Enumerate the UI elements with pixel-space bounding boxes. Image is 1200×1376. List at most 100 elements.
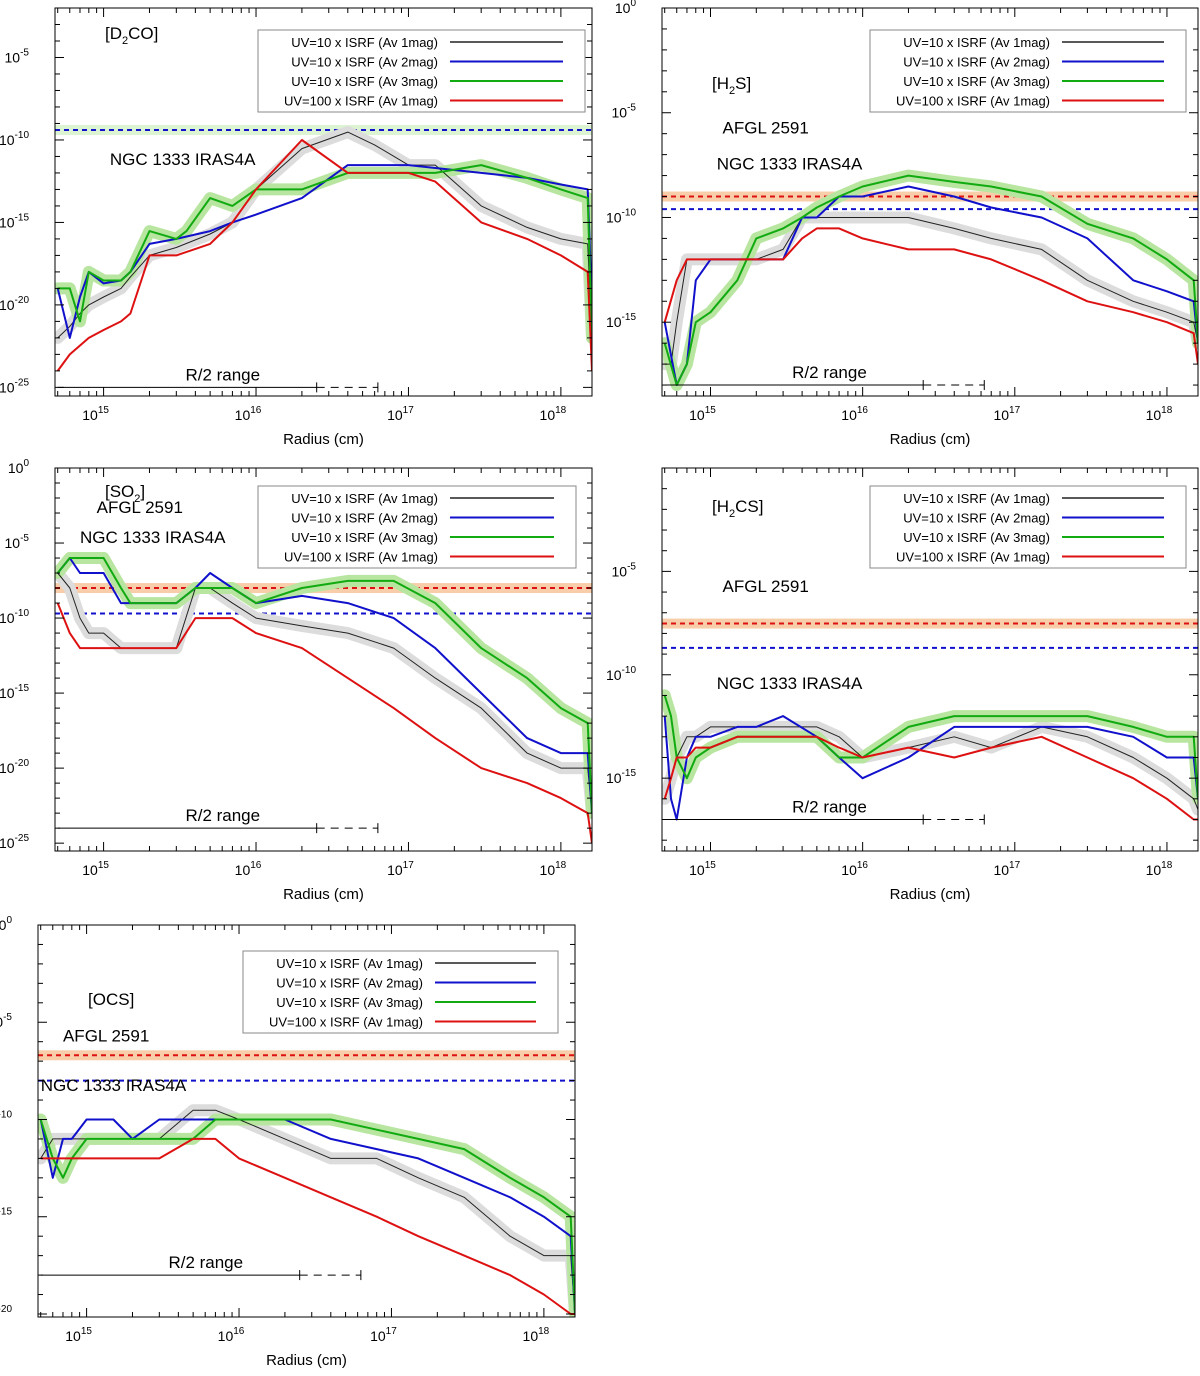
legend-label: UV=10 x ISRF (Av 2mag): [291, 511, 438, 526]
legend-label: UV=10 x ISRF (Av 1mag): [903, 35, 1050, 50]
y-tick-label: 10-5: [5, 47, 30, 65]
series-line: [56, 557, 592, 814]
y-tick-label: 100: [0, 915, 12, 933]
panel-h2cs: 1015 1016 1017 1018 10-5 10-10 10-15 Radius (cm…: [606, 467, 1199, 903]
y-tick-label: 100: [615, 0, 637, 16]
y-tick-label: 10-10: [606, 207, 636, 225]
y-tick-label: 10-5: [612, 561, 637, 579]
series-line: [56, 164, 592, 339]
x-axis-label: Radius (cm): [266, 1352, 347, 1369]
r2-range-label: R/2 range: [185, 365, 260, 384]
x-tick-label: 1017: [993, 860, 1020, 878]
x-tick-label: 1017: [387, 860, 414, 878]
species-title: [SO2]: [105, 482, 145, 505]
legend-label: UV=10 x ISRF (Av 2mag): [276, 976, 423, 991]
legend-label: UV=10 x ISRF (Av 1mag): [903, 491, 1050, 506]
series-line: [56, 557, 592, 814]
r2-range-label: R/2 range: [185, 806, 260, 825]
x-tick-label: 1018: [1146, 860, 1173, 878]
y-tick-label: 10-20: [0, 1304, 12, 1322]
legend-label: UV=10 x ISRF (Av 1mag): [291, 491, 438, 506]
series-line: [40, 1137, 575, 1315]
y-tick-label: 10-15: [0, 683, 29, 701]
y-tick-label: 10-25: [0, 833, 29, 851]
observation-band: [662, 618, 1198, 629]
x-tick-label: 1015: [82, 405, 109, 423]
series-line: [663, 695, 1198, 799]
y-tick-label: 10-20: [0, 295, 29, 313]
x-axis-label: Radius (cm): [890, 886, 971, 903]
observation-label: NGC 1333 IRAS4A: [110, 150, 256, 169]
x-tick-label: 1017: [370, 1326, 397, 1344]
observation-label: AFGL 2591: [97, 498, 183, 517]
r2-range-label: R/2 range: [792, 798, 867, 817]
legend-label: UV=10 x ISRF (Av 1mag): [291, 35, 438, 50]
series-line: [663, 174, 1198, 386]
legend-label: UV=10 x ISRF (Av 3mag): [291, 530, 438, 545]
x-tick-label: 1017: [993, 405, 1020, 423]
series-line: [57, 572, 592, 814]
x-tick-label: 1016: [841, 405, 868, 423]
series-band: [55, 159, 592, 344]
panel-so2: 1015 1016 1017 1018 100 10-5 10-10 10-15 10-20 10…: [0, 458, 593, 903]
legend-label: UV=10 x ISRF (Av 3mag): [291, 74, 438, 89]
legend-label: UV=100 x ISRF (Av 1mag): [269, 1015, 423, 1030]
y-tick-label: 10-5: [0, 1012, 12, 1030]
legend: UV=10 x ISRF (Av 1mag) UV=10 x ISRF (Av 2…: [257, 29, 586, 113]
series-line: [663, 185, 1198, 386]
y-tick-label: 10-10: [0, 608, 29, 626]
observation-label: NGC 1333 IRAS4A: [41, 1076, 187, 1095]
x-tick-label: 1016: [841, 860, 868, 878]
series-line: [663, 227, 1198, 365]
plot-area: [38, 1050, 575, 1317]
plot-area: [55, 125, 592, 372]
observation-label: AFGL 2591: [723, 119, 809, 138]
x-tick-label: 1018: [523, 1326, 550, 1344]
series-line: [57, 164, 592, 338]
observation-label: NGC 1333 IRAS4A: [80, 528, 226, 547]
axes-frame: [54, 467, 593, 852]
y-tick-label: 10-15: [606, 768, 636, 786]
x-axis-label: Radius (cm): [283, 886, 364, 903]
x-axis-label: Radius (cm): [890, 431, 971, 448]
legend-label: UV=10 x ISRF (Av 1mag): [276, 956, 423, 971]
r2-range-label: R/2 range: [792, 363, 867, 382]
legend-box: [242, 950, 559, 1034]
series-line: [664, 726, 1198, 810]
x-tick-label: 1016: [218, 1326, 245, 1344]
x-tick-label: 1017: [387, 405, 414, 423]
species-title: [D2CO]: [105, 24, 158, 47]
legend-label: UV=10 x ISRF (Av 3mag): [903, 74, 1050, 89]
species-title: [OCS]: [88, 990, 134, 1009]
x-tick-label: 1015: [82, 860, 109, 878]
y-tick-label: 10-5: [5, 533, 30, 551]
series-line: [39, 1118, 575, 1315]
series-line: [663, 735, 1198, 821]
plot-area: [55, 552, 592, 844]
series-band: [662, 169, 1198, 391]
panel-h2s: 1015 1016 1017 1018 100 10-5 10-10 10-15 Radius …: [606, 0, 1199, 448]
x-tick-label: 1018: [540, 405, 567, 423]
x-tick-label: 1016: [235, 860, 262, 878]
legend: UV=10 x ISRF (Av 1mag) UV=10 x ISRF (Av 2…: [869, 29, 1187, 113]
axes-frame: [37, 924, 576, 1318]
x-tick-label: 1016: [235, 405, 262, 423]
legend-box: [869, 29, 1187, 113]
x-tick-label: 1015: [689, 860, 716, 878]
legend-label: UV=100 x ISRF (Av 1mag): [896, 550, 1050, 565]
legend: UV=10 x ISRF (Av 1mag) UV=10 x ISRF (Av 2…: [869, 485, 1187, 569]
y-tick-label: 10-10: [0, 1109, 12, 1127]
series-line: [40, 1109, 575, 1315]
species-title: [H2S]: [712, 74, 751, 97]
observation-band: [55, 125, 592, 136]
legend-label: UV=10 x ISRF (Av 2mag): [291, 55, 438, 70]
y-tick-label: 10-10: [0, 130, 29, 148]
legend-label: UV=100 x ISRF (Av 1mag): [284, 550, 438, 565]
y-tick-label: 10-5: [612, 103, 637, 121]
observation-label: NGC 1333 IRAS4A: [717, 674, 863, 693]
y-tick-label: 100: [8, 458, 30, 476]
y-tick-label: 10-15: [0, 212, 29, 230]
legend-label: UV=10 x ISRF (Av 2mag): [903, 511, 1050, 526]
axes-frame: [661, 7, 1199, 397]
y-tick-label: 10-10: [606, 665, 636, 683]
